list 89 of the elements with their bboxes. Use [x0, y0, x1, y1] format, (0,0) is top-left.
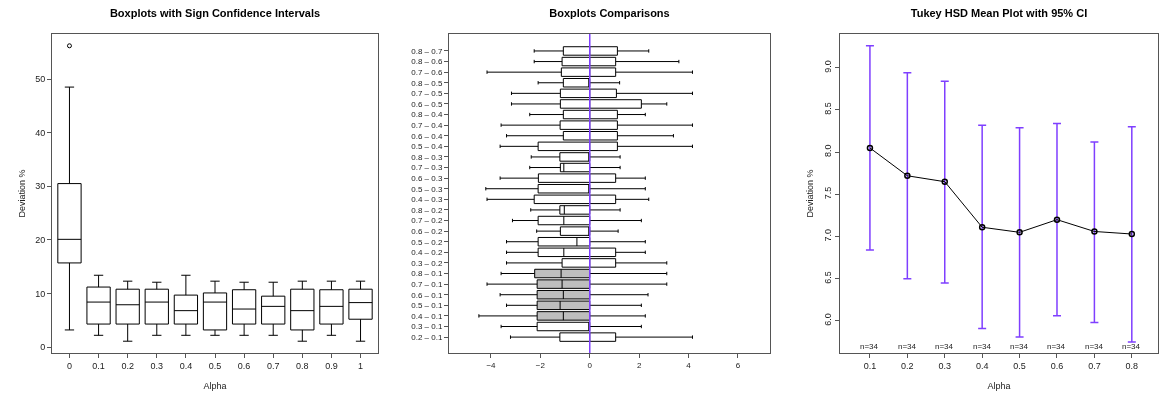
x-tick-label: 2 — [636, 360, 642, 370]
x-tick-label: 0.6 — [1050, 360, 1064, 371]
y-tick-label: 8.5 — [823, 102, 834, 115]
point — [1091, 228, 1098, 235]
y-tick-label: 0.3 – 0.2 — [411, 258, 443, 268]
y-tick-label: 0.5 – 0.2 — [411, 237, 443, 247]
y-tick-label: 0.8 – 0.6 — [411, 57, 443, 67]
x-tick-label: 0.5 — [208, 360, 222, 371]
point — [978, 224, 986, 231]
annotation: n=34 — [973, 342, 992, 351]
chart-title: Boxplots with Sign Confidence Intervals — [109, 6, 321, 19]
x-tick-label: 0.9 — [325, 360, 338, 371]
x-tick-label: −2 — [535, 360, 546, 370]
y-tick-label: 9.0 — [823, 60, 834, 73]
y-tick-label: 0.8 – 0.4 — [411, 110, 443, 120]
annotation: n=34 — [935, 342, 954, 351]
y-tick-label: 0.6 – 0.1 — [411, 290, 443, 300]
annotation: n=34 — [1122, 342, 1141, 351]
x-tick-label: 0.8 — [296, 360, 309, 371]
y-tick-label: 0.7 – 0.1 — [411, 279, 443, 289]
y-tick-label: 0.7 – 0.3 — [411, 163, 443, 173]
y-tick-label: 50 — [35, 74, 46, 85]
x-tick-label: 0.7 — [1088, 360, 1101, 371]
y-tick-label: 0.6 – 0.2 — [411, 226, 443, 236]
y-tick-label: 0.7 – 0.2 — [411, 216, 443, 226]
y-axis-title: Deviation % — [804, 169, 815, 218]
point — [866, 144, 874, 152]
y-tick-label: 0.4 – 0.2 — [411, 248, 443, 258]
annotation: n=34 — [860, 342, 879, 351]
y-tick-label: 20 — [35, 235, 46, 246]
y-tick-label: 10 — [35, 288, 46, 299]
y-tick-label: 0.7 – 0.6 — [411, 67, 443, 77]
point — [941, 178, 948, 185]
x-tick-label: 0.3 — [938, 360, 952, 371]
x-tick-label: 0.1 — [863, 360, 877, 371]
y-tick-label: 6.0 — [823, 313, 834, 326]
y-tick-label: 30 — [35, 181, 46, 192]
y-tick-label: 0.8 – 0.5 — [411, 78, 443, 88]
y-tick-label: 6.5 — [823, 271, 834, 284]
x-tick-label: 0.2 — [121, 360, 134, 371]
y-tick-label: 0.6 – 0.4 — [411, 131, 443, 141]
y-tick-label: 0.8 – 0.1 — [411, 269, 443, 279]
y-tick-label: 0.8 – 0.2 — [411, 205, 443, 215]
x-axis-title: Alpha — [203, 380, 227, 391]
y-tick-label: 0.4 – 0.3 — [411, 195, 443, 205]
x-tick-label: −4 — [486, 360, 497, 370]
x-tick-label: 6 — [735, 360, 741, 370]
x-tick-label: 0.4 — [179, 360, 193, 371]
point — [1128, 230, 1136, 238]
y-tick-label: 0.5 – 0.3 — [411, 184, 443, 194]
x-tick-label: 0 — [66, 360, 72, 371]
y-tick-label: 0.8 – 0.7 — [411, 46, 443, 56]
x-tick-label: 1 — [358, 360, 364, 371]
x-tick-label: 4 — [686, 360, 692, 370]
y-tick-label: 7.0 — [823, 228, 834, 242]
chart-title: Boxplots Comparisons — [549, 6, 670, 19]
annotation: n=34 — [1085, 342, 1104, 351]
y-tick-label: 0.7 – 0.5 — [411, 89, 443, 99]
x-tick-label: 0.6 — [237, 360, 251, 371]
point — [904, 172, 911, 180]
point — [1053, 216, 1061, 223]
x-tick-label: 0.2 — [901, 360, 914, 371]
y-tick-label: 40 — [35, 127, 46, 138]
x-tick-label: 0.7 — [266, 360, 280, 371]
x-tick-label: 0.1 — [92, 360, 105, 371]
annotation: n=34 — [1047, 342, 1066, 351]
y-tick-label: 0.2 – 0.1 — [411, 332, 443, 342]
y-tick-label: 0.5 – 0.4 — [411, 142, 443, 152]
y-axis-title: Deviation % — [16, 169, 27, 218]
x-axis-title: Alpha — [987, 380, 1011, 391]
y-tick-label: 0.6 – 0.5 — [411, 99, 443, 109]
point — [1016, 229, 1023, 236]
chart-title: Tukey HSD Mean Plot with 95% CI — [910, 6, 1088, 19]
y-tick-label: 0.6 – 0.3 — [411, 173, 443, 183]
annotation: n=34 — [898, 342, 917, 351]
y-tick-label: 0.8 – 0.3 — [411, 152, 443, 162]
x-tick-label: 0.5 — [1013, 360, 1026, 371]
y-tick-label: 0 — [40, 342, 46, 353]
annotation: n=34 — [1010, 342, 1029, 351]
x-tick-label: 0.3 — [150, 360, 164, 371]
x-tick-label: 0 — [587, 360, 593, 370]
y-tick-label: 0.5 – 0.1 — [411, 301, 443, 311]
x-tick-label: 0.8 — [1125, 360, 1139, 371]
y-tick-label: 0.3 – 0.1 — [411, 322, 443, 332]
x-tick-label: 0.4 — [975, 360, 989, 371]
y-tick-label: 8.0 — [823, 144, 834, 158]
y-tick-label: 7.5 — [823, 186, 834, 200]
y-tick-label: 0.4 – 0.1 — [411, 311, 443, 321]
y-tick-label: 0.7 – 0.4 — [411, 120, 443, 130]
